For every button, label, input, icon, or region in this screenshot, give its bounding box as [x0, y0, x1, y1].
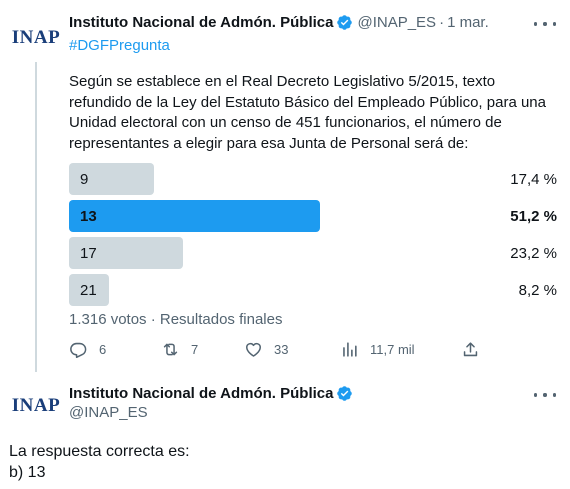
poll-option-percent: 8,2 % — [518, 282, 557, 299]
avatar[interactable]: INAP — [11, 395, 61, 416]
poll-bar — [69, 163, 155, 195]
share-icon — [463, 342, 478, 357]
avatar[interactable]: INAP — [11, 27, 61, 48]
like-count: 33 — [274, 342, 289, 357]
like-button[interactable]: 33 — [244, 340, 288, 359]
retweet-count: 7 — [191, 342, 199, 357]
share-button[interactable] — [461, 340, 491, 359]
poll-option: 9 17,4 % — [69, 163, 559, 195]
poll-bar — [69, 200, 320, 232]
answer-line: La respuesta correcta es: — [9, 443, 190, 460]
poll-option-percent: 23,2 % — [510, 245, 557, 262]
hashtag-link[interactable]: #DGFPregunta — [69, 37, 170, 54]
poll-bar — [69, 237, 183, 269]
reply-icon — [70, 342, 87, 359]
answer-line: b) 13 — [9, 464, 46, 481]
more-icon[interactable] — [534, 16, 556, 32]
poll-option-percent: 51,2 % — [510, 208, 557, 225]
display-name[interactable]: Instituto Nacional de Admón. Pública — [69, 14, 334, 31]
views-icon — [343, 342, 357, 357]
handle[interactable]: @INAP_ES — [357, 14, 437, 31]
tweet-header: Instituto Nacional de Admón. Pública — [69, 385, 357, 402]
reply-count: 6 — [99, 342, 107, 357]
poll-option: 13 51,2 % — [69, 200, 559, 232]
views-count: 11,7 mil — [370, 342, 415, 357]
poll-bar — [69, 274, 110, 306]
poll-option-label: 13 — [80, 208, 97, 225]
retweet-button[interactable]: 7 — [161, 340, 198, 359]
tweet-answer: INAP Instituto Nacional de Admón. Públic… — [0, 376, 570, 489]
poll-option-percent: 17,4 % — [510, 171, 557, 188]
poll-option-label: 17 — [80, 245, 97, 262]
tweet-date[interactable]: 1 mar. — [447, 14, 489, 31]
action-bar: 6 7 33 11,7 mil — [69, 340, 489, 362]
tweet-poll: INAP Instituto Nacional de Admón. Públic… — [11, 14, 559, 372]
thread-line — [35, 62, 37, 372]
poll-option-label: 21 — [80, 282, 97, 299]
poll: 9 17,4 % 13 51,2 % 17 23,2 % 21 8,2 % — [69, 163, 559, 311]
tweet-header: Instituto Nacional de Admón. Pública @IN… — [69, 14, 489, 31]
separator: · — [439, 14, 445, 31]
answer-text: La respuesta correcta es: b) 13 — [9, 441, 190, 483]
poll-results-meta: 1.316 votos · Resultados finales — [69, 311, 283, 328]
reply-button[interactable]: 6 — [69, 340, 106, 359]
verified-badge-icon — [337, 15, 353, 30]
poll-option: 21 8,2 % — [69, 274, 559, 306]
verified-badge-icon — [337, 386, 353, 401]
handle[interactable]: @INAP_ES — [69, 404, 148, 421]
retweet-icon — [163, 343, 178, 356]
poll-option-label: 9 — [80, 171, 89, 188]
poll-option: 17 23,2 % — [69, 237, 559, 269]
display-name[interactable]: Instituto Nacional de Admón. Pública — [69, 385, 334, 402]
more-icon[interactable] — [534, 387, 556, 403]
views-button[interactable]: 11,7 mil — [340, 340, 415, 359]
like-icon — [246, 342, 261, 357]
tweet-text: Según se establece en el Real Decreto Le… — [69, 73, 546, 152]
